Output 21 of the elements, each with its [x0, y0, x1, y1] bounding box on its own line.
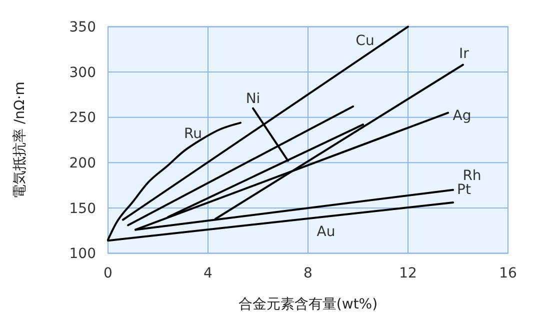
y-tick-label: 200 [69, 156, 96, 172]
x-tick-label: 4 [204, 265, 213, 282]
x-tick-label: 8 [304, 265, 312, 282]
x-tick-label: 16 [499, 265, 517, 282]
y-tick-label: 350 [69, 20, 96, 36]
annotation: Pt [457, 182, 472, 198]
annotation: Ru [184, 126, 202, 142]
annotation: Ni [246, 90, 260, 107]
annotation: Ir [459, 46, 470, 62]
x-tick-label: 12 [399, 265, 417, 282]
annotation: Rh [462, 168, 482, 184]
y-tick-label: 150 [69, 200, 96, 217]
y-tick-label: 250 [69, 110, 96, 126]
annotation: Cu [356, 32, 374, 49]
annotation: Au [316, 224, 336, 240]
y-axis-title: 電気抵抗率 /nΩ·m [12, 82, 28, 198]
x-axis-title: 合金元素含有量(wt%) [238, 296, 378, 312]
annotation: Ag [452, 108, 472, 124]
y-tick-label: 300 [69, 64, 96, 81]
x-tick-label: 0 [104, 265, 112, 282]
y-tick-label: 100 [69, 246, 96, 262]
